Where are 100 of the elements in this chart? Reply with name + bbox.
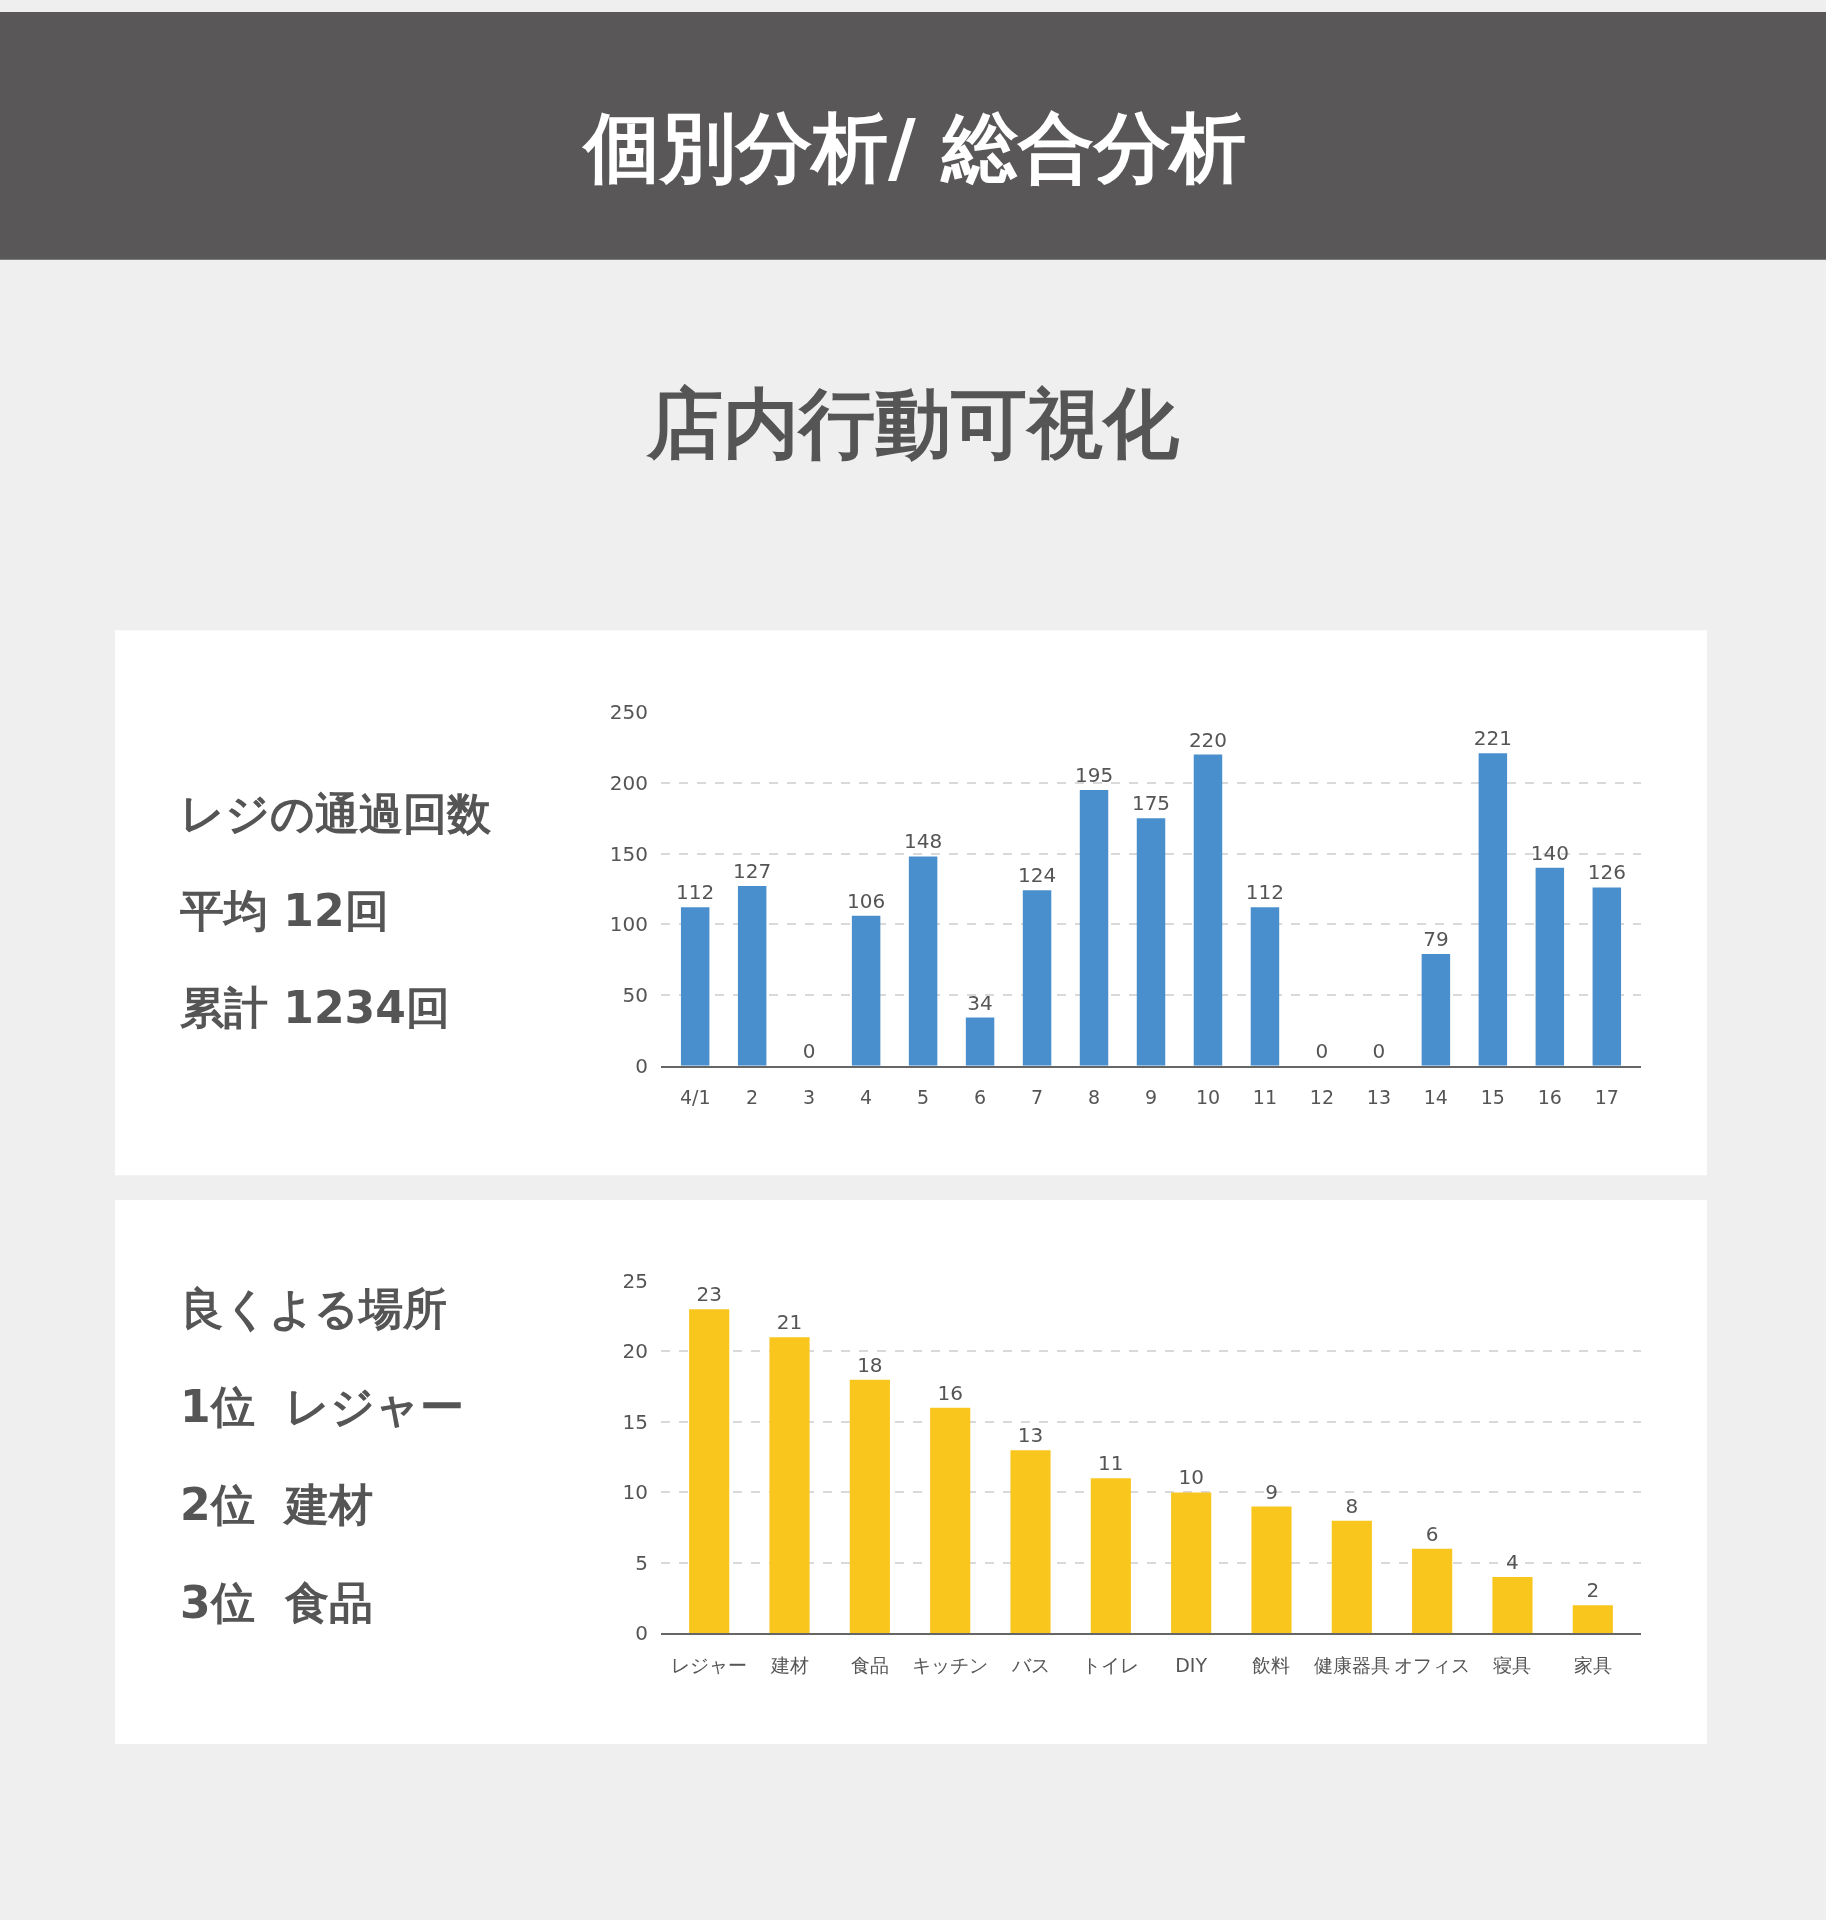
x-tick-label: 健康器具	[1313, 1654, 1390, 1677]
bar	[1090, 1478, 1131, 1634]
text: 2位 建材	[180, 1479, 374, 1530]
text: レジの通過回数	[180, 788, 492, 839]
y-tick-label: 150	[609, 841, 648, 866]
y-tick-label: 15	[622, 1409, 648, 1434]
x-tick-label: 6	[974, 1086, 987, 1109]
x-tick-label: 8	[1087, 1086, 1101, 1109]
data-label: 195	[1074, 762, 1114, 787]
bar	[1478, 753, 1508, 1066]
bar	[1535, 867, 1565, 1066]
bar	[930, 1407, 971, 1634]
x-tick-label: 飲料	[1252, 1654, 1291, 1677]
bar	[1136, 818, 1166, 1066]
chart-subtitle: 店内行動可視化	[646, 379, 1180, 468]
x-tick-label: 7	[1031, 1086, 1044, 1109]
bar	[769, 1337, 810, 1634]
data-label: 10	[1178, 1465, 1204, 1490]
bar	[1331, 1520, 1372, 1634]
data-label: 11	[1098, 1451, 1124, 1476]
x-tick-label: 食品	[850, 1654, 889, 1677]
data-label: 148	[904, 829, 943, 854]
y-tick-label: 5	[635, 1550, 648, 1575]
bar	[737, 886, 767, 1066]
y-tick-label: 25	[622, 1268, 648, 1293]
x-tick-label: 3	[803, 1086, 816, 1109]
x-tick-label: 12	[1309, 1086, 1335, 1109]
data-label: 140	[1530, 840, 1569, 865]
x-tick-label: 10	[1195, 1086, 1221, 1109]
data-label: 124	[1017, 863, 1057, 888]
data-label: 79	[1423, 926, 1449, 951]
bar	[1492, 1577, 1533, 1634]
data-label: 0	[802, 1038, 816, 1063]
bar	[1421, 953, 1451, 1066]
text: 平均 12回	[180, 885, 389, 936]
x-tick-label: 4	[860, 1086, 873, 1109]
data-label: 126	[1587, 860, 1626, 885]
bar	[1250, 907, 1280, 1066]
data-label: 16	[937, 1380, 963, 1405]
data-label: 34	[967, 990, 993, 1015]
chart-title: 個別分析/ 総合分析	[581, 103, 1247, 192]
bar	[1010, 1450, 1051, 1634]
y-tick-label: 10	[622, 1480, 648, 1505]
x-tick-label: バス	[1010, 1654, 1050, 1677]
x-tick-label: トイレ	[1082, 1654, 1140, 1677]
data-label: 220	[1188, 727, 1228, 752]
data-label: 2	[1586, 1578, 1600, 1603]
bar	[1251, 1506, 1292, 1634]
text: 3位 食品	[180, 1577, 374, 1628]
x-tick-label: レジャー	[671, 1654, 748, 1677]
data-label: 175	[1131, 791, 1171, 816]
data-label: 21	[776, 1310, 803, 1335]
bar	[680, 907, 710, 1066]
data-label: 9	[1265, 1479, 1278, 1504]
data-label: 8	[1345, 1493, 1359, 1518]
bar	[1412, 1548, 1453, 1634]
x-tick-label: 15	[1480, 1086, 1505, 1109]
data-label: 112	[676, 880, 715, 905]
data-label: 112	[1245, 880, 1285, 905]
y-tick-label: 0	[635, 1621, 648, 1646]
x-tick-label: 14	[1423, 1086, 1448, 1109]
y-tick-label: 20	[622, 1339, 648, 1364]
bar	[689, 1309, 730, 1634]
y-tick-label: 100	[609, 912, 648, 937]
bar	[1193, 754, 1223, 1066]
x-tick-label: 16	[1537, 1086, 1562, 1109]
data-label: 127	[733, 859, 772, 884]
bar	[908, 856, 938, 1066]
y-tick-label: 0	[635, 1053, 648, 1078]
data-label: 221	[1473, 726, 1512, 751]
bar	[965, 1017, 995, 1066]
data-label: 23	[696, 1282, 722, 1307]
text: 累計 1234回	[180, 982, 450, 1033]
x-tick-label: 11	[1252, 1086, 1278, 1109]
x-tick-label: キッチン	[912, 1654, 989, 1677]
x-tick-label: 寝具	[1493, 1654, 1532, 1677]
data-label: 0	[1315, 1038, 1329, 1063]
y-tick-label: 200	[609, 770, 648, 795]
bar	[1022, 890, 1052, 1066]
x-tick-label: オフィス	[1394, 1654, 1471, 1677]
text: 良くよる場所	[180, 1283, 447, 1334]
data-label: 13	[1017, 1423, 1044, 1448]
x-tick-label: DIY	[1175, 1654, 1208, 1677]
bar	[851, 915, 881, 1066]
x-tick-label: 家具	[1573, 1654, 1612, 1677]
y-tick-label: 250	[609, 700, 648, 725]
x-tick-label: 建材	[769, 1654, 809, 1677]
bar	[1171, 1492, 1212, 1634]
x-tick-label: 5	[917, 1086, 930, 1109]
bar	[1572, 1605, 1613, 1634]
x-tick-label: 2	[746, 1086, 759, 1109]
text: 1位 レジャー	[180, 1381, 465, 1432]
bar	[849, 1379, 890, 1634]
data-label: 6	[1425, 1521, 1439, 1546]
data-label: 106	[847, 888, 886, 913]
data-label: 0	[1372, 1038, 1386, 1063]
x-tick-label: 4/1	[679, 1086, 711, 1109]
x-tick-label: 13	[1366, 1086, 1391, 1109]
bar	[1592, 887, 1622, 1066]
bar	[1079, 789, 1109, 1066]
